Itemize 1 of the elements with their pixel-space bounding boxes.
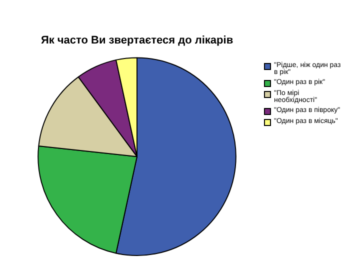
chart-title: Як часто Ви звертаєтеся до лікарів	[40, 34, 234, 47]
